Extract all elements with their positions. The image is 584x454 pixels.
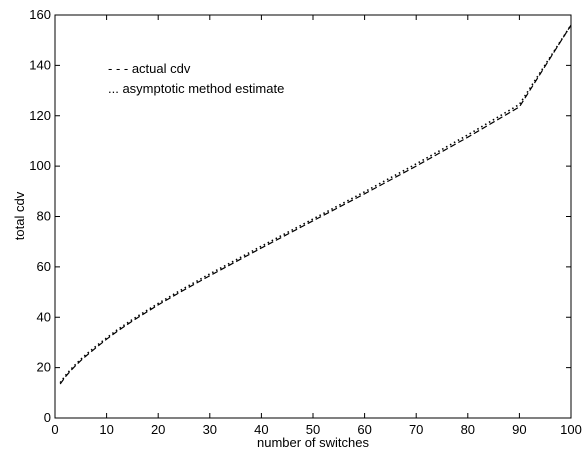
x-tick-label: 70 [409, 422, 423, 437]
y-tick-label: 40 [37, 309, 51, 324]
y-tick-label: 140 [29, 57, 51, 72]
y-axis-label: total cdv [12, 191, 27, 240]
x-tick-label: 10 [99, 422, 113, 437]
legend-entry-asymptotic-estimate: ... asymptotic method estimate [108, 81, 284, 96]
x-tick-label: 50 [306, 422, 320, 437]
x-tick-label: 20 [151, 422, 165, 437]
series-layer [59, 24, 572, 385]
x-tick-label: 90 [512, 422, 526, 437]
y-tick-label: 100 [29, 158, 51, 173]
x-tick-label: 30 [203, 422, 217, 437]
x-axis: 0 10 20 30 40 50 60 70 80 90 100 [51, 15, 582, 437]
y-tick-label: 20 [37, 360, 51, 375]
x-axis-label: number of switches [257, 435, 369, 450]
y-axis: 0 20 40 60 80 100 120 140 160 [29, 7, 571, 425]
y-tick-label: 60 [37, 259, 51, 274]
series-line-actual-cdv [59, 24, 572, 385]
x-tick-label: 40 [254, 422, 268, 437]
x-tick-label: 60 [357, 422, 371, 437]
x-tick-label: 80 [461, 422, 475, 437]
series-line-asymptotic-estimate [59, 24, 572, 384]
y-tick-label: 0 [44, 410, 51, 425]
y-tick-label: 160 [29, 7, 51, 22]
y-tick-label: 80 [37, 209, 51, 224]
legend-entry-actual-cdv: - - - actual cdv [108, 61, 191, 76]
x-tick-label: 100 [560, 422, 582, 437]
x-tick-label: 0 [51, 422, 58, 437]
y-tick-label: 120 [29, 108, 51, 123]
